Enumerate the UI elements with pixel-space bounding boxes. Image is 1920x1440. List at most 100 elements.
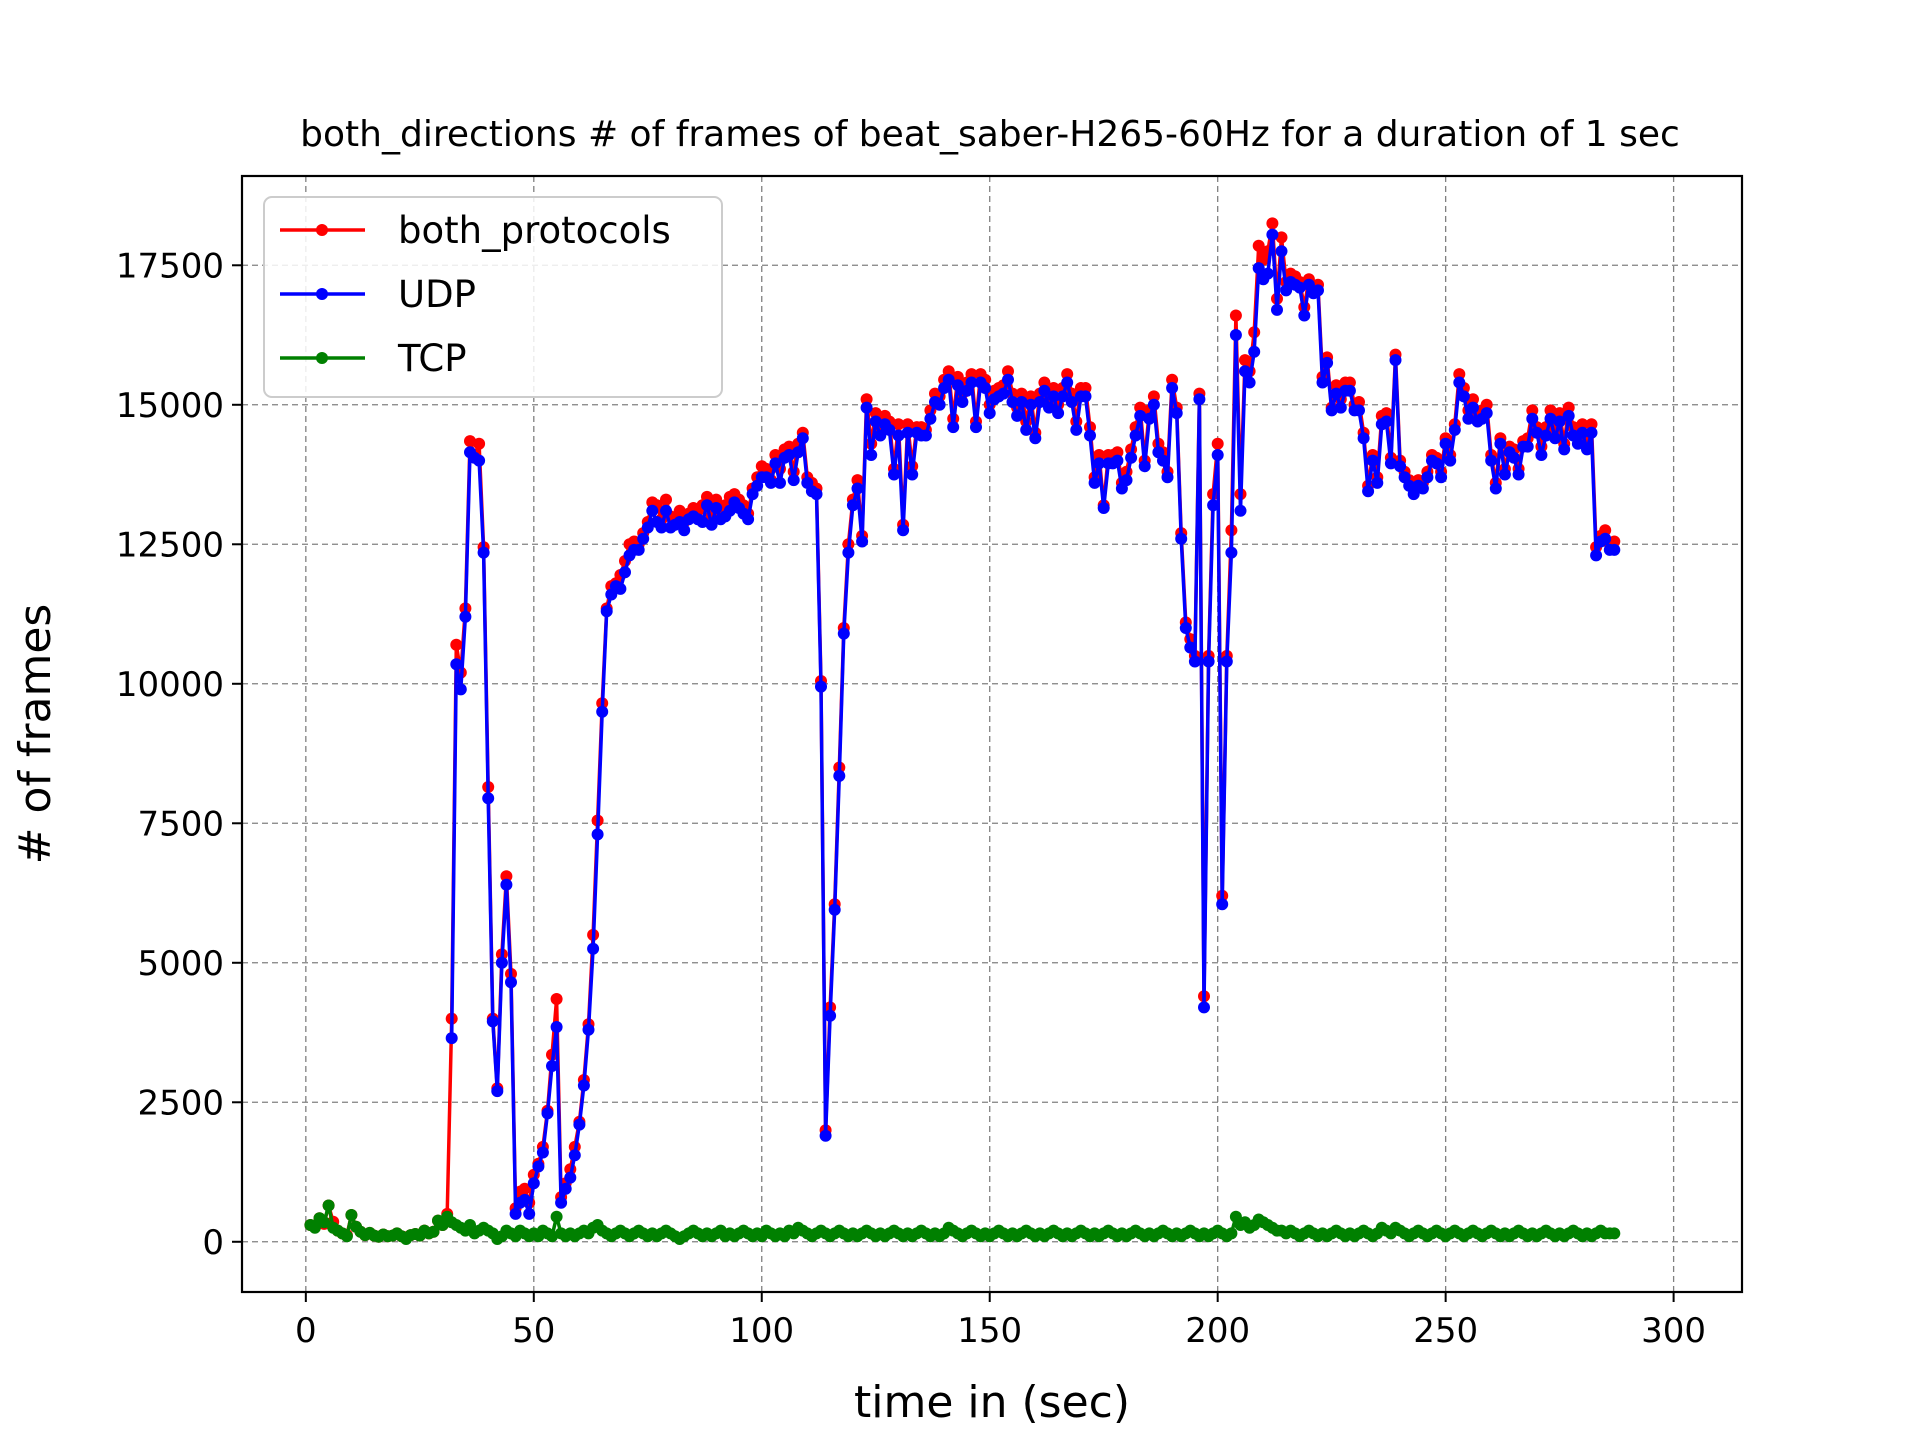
- data-point-udp: [1526, 412, 1539, 425]
- data-point-udp: [1549, 432, 1562, 445]
- data-point-udp: [1485, 454, 1498, 467]
- data-point-udp: [1125, 451, 1138, 464]
- data-point-udp: [1015, 396, 1028, 408]
- data-point-udp: [559, 1182, 572, 1195]
- data-point-both-protocols: [1024, 390, 1037, 403]
- data-point-udp: [906, 468, 919, 481]
- data-point-udp: [1179, 622, 1192, 634]
- data-point-udp: [837, 627, 850, 640]
- data-point-tcp: [546, 1230, 558, 1243]
- data-point-udp: [1581, 443, 1593, 456]
- data-point-udp: [495, 956, 508, 969]
- data-point-udp: [555, 1196, 568, 1209]
- data-point-udp: [1252, 262, 1265, 275]
- data-point-udp: [1161, 471, 1174, 484]
- data-point-udp: [1061, 376, 1074, 389]
- data-point-udp: [1298, 309, 1311, 322]
- x-tick-label: 50: [512, 1311, 555, 1351]
- data-point-udp: [1343, 384, 1356, 397]
- data-point-udp: [865, 449, 878, 461]
- data-point-udp: [1047, 390, 1060, 403]
- legend-item-both-protocols: both_protocols: [280, 209, 671, 252]
- legend-swatch-marker: [316, 288, 328, 300]
- data-point-both-protocols: [769, 449, 782, 461]
- data-point-both-protocols: [783, 440, 796, 453]
- data-point-udp: [637, 532, 650, 545]
- data-point-udp: [1508, 451, 1520, 464]
- data-point-udp: [550, 1021, 563, 1033]
- legend-item-udp: UDP: [280, 273, 476, 316]
- data-point-both-protocols: [1211, 437, 1224, 450]
- data-point-udp: [477, 546, 490, 559]
- data-point-udp: [769, 457, 782, 470]
- data-point-udp: [942, 373, 955, 386]
- data-point-udp: [764, 476, 777, 489]
- data-point-tcp: [1608, 1227, 1621, 1240]
- data-point-udp: [851, 482, 864, 495]
- data-point-udp: [1011, 409, 1024, 422]
- y-tick-label: 10000: [116, 665, 224, 705]
- data-point-udp: [1129, 429, 1142, 442]
- data-point-udp: [983, 407, 996, 420]
- x-tick-label: 300: [1641, 1311, 1706, 1351]
- x-axis: 0 50 100 150 200 250 300: [295, 1292, 1706, 1351]
- data-point-udp: [1138, 460, 1151, 473]
- y-tick-label: 15000: [116, 386, 224, 426]
- data-point-udp: [541, 1107, 554, 1120]
- data-point-both-protocols: [965, 368, 978, 381]
- data-point-both-protocols: [1576, 418, 1589, 431]
- data-point-udp: [1002, 373, 1014, 386]
- data-point-both-protocols: [1093, 449, 1106, 461]
- data-point-udp: [696, 516, 709, 528]
- x-tick-label: 150: [957, 1311, 1022, 1351]
- data-point-udp: [532, 1160, 545, 1173]
- data-point-udp: [614, 582, 627, 595]
- data-point-udp: [1166, 382, 1179, 394]
- data-point-both-protocols: [851, 474, 864, 487]
- data-point-both-protocols: [1147, 390, 1160, 403]
- data-point-udp: [491, 1085, 504, 1098]
- data-point-udp: [924, 412, 937, 425]
- data-point-udp: [1239, 365, 1251, 378]
- data-point-both-protocols: [1015, 387, 1028, 400]
- data-point-both-protocols: [1562, 401, 1575, 414]
- data-point-udp: [1029, 432, 1042, 445]
- y-tick-label: 17500: [116, 246, 224, 286]
- data-point-udp: [860, 401, 873, 414]
- x-tick-label: 0: [295, 1311, 317, 1351]
- data-point-udp: [833, 769, 846, 782]
- data-point-udp: [1065, 396, 1078, 408]
- data-point-udp: [1052, 407, 1065, 420]
- legend-swatch-marker: [316, 224, 328, 236]
- data-point-tcp: [550, 1210, 563, 1223]
- data-point-udp: [1562, 409, 1575, 422]
- data-point-udp: [1111, 454, 1124, 467]
- data-point-udp: [536, 1146, 549, 1159]
- data-point-both-protocols: [518, 1182, 531, 1195]
- data-point-both-protocols: [1544, 404, 1557, 417]
- data-point-udp: [1006, 396, 1019, 408]
- data-point-both-protocols: [1111, 446, 1124, 459]
- data-point-udp: [1038, 384, 1051, 397]
- data-point-udp: [1462, 412, 1475, 425]
- data-point-udp: [1439, 437, 1452, 450]
- data-point-udp: [1070, 423, 1083, 436]
- data-point-udp: [1384, 457, 1397, 470]
- data-point-udp: [619, 566, 631, 579]
- data-point-udp: [1362, 485, 1375, 498]
- data-point-udp: [1157, 454, 1169, 467]
- data-point-tcp: [322, 1199, 335, 1212]
- data-point-udp: [1225, 546, 1238, 559]
- legend-label: both_protocols: [398, 209, 671, 252]
- data-point-both-protocols: [473, 437, 486, 450]
- data-point-udp: [1325, 404, 1338, 417]
- data-point-both-protocols: [701, 490, 713, 503]
- data-point-udp: [828, 903, 841, 916]
- data-point-udp: [1608, 543, 1621, 556]
- data-point-udp: [655, 521, 668, 534]
- y-axis-label: # of frames: [10, 604, 61, 865]
- data-point-udp: [1198, 1001, 1210, 1014]
- data-point-both-protocols: [450, 638, 463, 651]
- x-tick-label: 250: [1413, 1311, 1478, 1351]
